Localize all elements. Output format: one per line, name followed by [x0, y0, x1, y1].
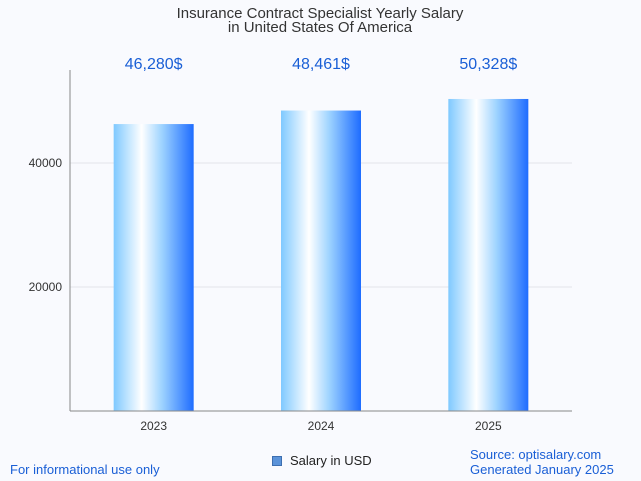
- source-text: Source: optisalary.com: [470, 447, 602, 462]
- chart-title-line-1: Insurance Contract Specialist Yearly Sal…: [177, 5, 464, 22]
- x-tick-label-2025: 2025: [475, 419, 502, 433]
- chart-legend: Salary in USD: [272, 453, 372, 468]
- legend-label: Salary in USD: [290, 453, 372, 468]
- value-label-2023: 46,280$: [125, 56, 183, 73]
- x-tick-label-2023: 2023: [140, 419, 167, 433]
- chart-title-line-2: in United States Of America: [228, 19, 413, 36]
- value-label-2025: 50,328$: [459, 56, 517, 73]
- informational-note: For informational use only: [10, 462, 160, 477]
- generated-date-text: Generated January 2025: [470, 462, 614, 477]
- legend-swatch: [272, 455, 282, 466]
- bar-2025: [448, 98, 529, 411]
- value-label-2024: 48,461$: [292, 56, 350, 73]
- y-tick-label: 20000: [29, 280, 63, 294]
- x-tick-label-2024: 2024: [308, 419, 335, 433]
- y-tick-label: 40000: [29, 156, 63, 170]
- bar-2023: [113, 124, 194, 412]
- bar-2024: [281, 110, 361, 411]
